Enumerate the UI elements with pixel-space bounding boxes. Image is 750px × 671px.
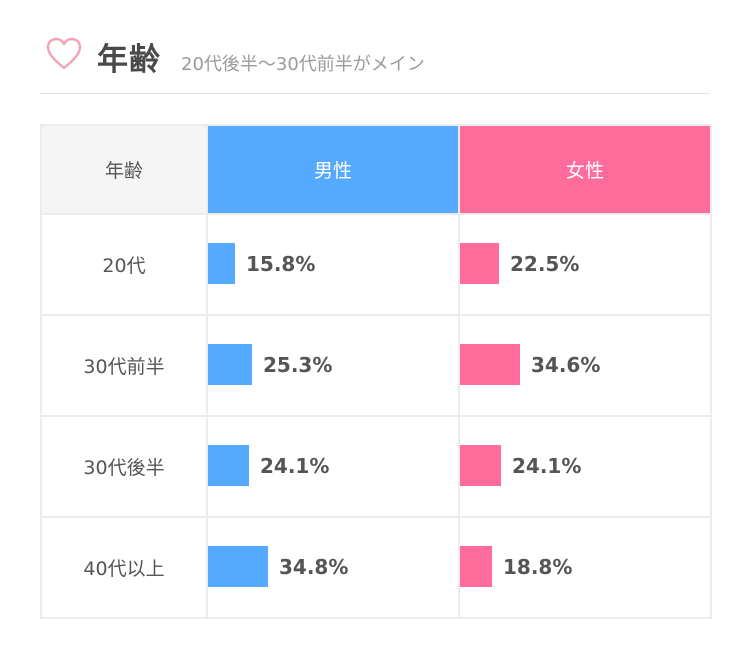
female-cell: 18.8% [458, 516, 712, 619]
female-cell: 24.1% [458, 415, 712, 518]
age-distribution-table: 年齢 男性 女性 20代 15.8% 22.5% 30代前半 25.3% 34.6% 30代… [40, 124, 712, 619]
row-label: 20代 [40, 213, 208, 316]
table-header-row: 年齢 男性 女性 [40, 124, 712, 215]
section-header: 年齢 20代後半〜30代前半がメイン [40, 36, 710, 94]
male-cell: 24.1% [206, 415, 460, 518]
male-percent-label: 25.3% [263, 353, 333, 377]
male-cell: 15.8% [206, 213, 460, 316]
column-header-female: 女性 [458, 124, 712, 215]
table-row: 30代後半 24.1% 24.1% [40, 415, 712, 518]
column-header-male: 男性 [206, 124, 460, 215]
female-percent-label: 34.6% [531, 353, 601, 377]
male-bar [208, 546, 268, 587]
male-cell: 25.3% [206, 314, 460, 417]
column-header-age: 年齢 [40, 124, 208, 215]
table-row: 40代以上 34.8% 18.8% [40, 516, 712, 619]
table-row: 20代 15.8% 22.5% [40, 213, 712, 316]
male-percent-label: 24.1% [260, 454, 330, 478]
male-bar [208, 243, 235, 284]
male-percent-label: 34.8% [279, 555, 349, 579]
male-bar [208, 344, 252, 385]
female-cell: 34.6% [458, 314, 712, 417]
row-label: 30代後半 [40, 415, 208, 518]
male-bar [208, 445, 249, 486]
heart-icon [46, 37, 82, 70]
section-title: 年齢 [97, 42, 161, 78]
section-subtitle: 20代後半〜30代前半がメイン [181, 54, 425, 75]
row-label: 30代前半 [40, 314, 208, 417]
row-label: 40代以上 [40, 516, 208, 619]
female-bar [460, 445, 501, 486]
female-cell: 22.5% [458, 213, 712, 316]
female-percent-label: 24.1% [512, 454, 582, 478]
female-bar [460, 243, 499, 284]
female-bar [460, 344, 520, 385]
female-bar [460, 546, 492, 587]
male-cell: 34.8% [206, 516, 460, 619]
female-percent-label: 18.8% [503, 555, 573, 579]
table-row: 30代前半 25.3% 34.6% [40, 314, 712, 417]
female-percent-label: 22.5% [510, 252, 580, 276]
male-percent-label: 15.8% [246, 252, 316, 276]
